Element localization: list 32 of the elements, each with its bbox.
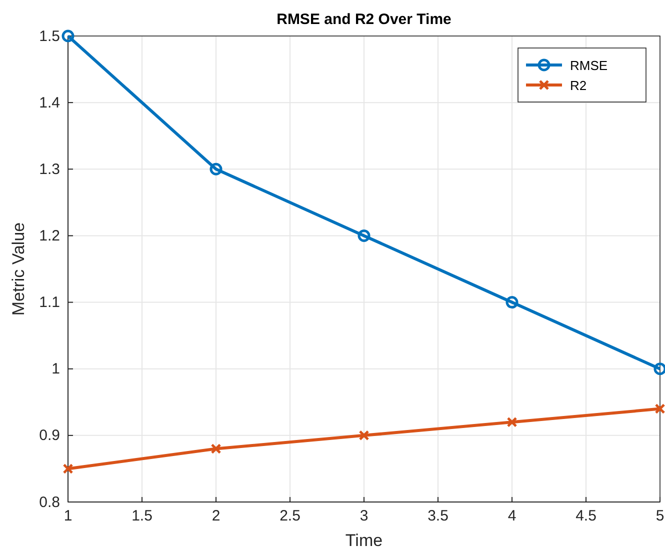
x-tick-label: 1 bbox=[64, 508, 72, 525]
y-tick-label: 1.4 bbox=[39, 94, 60, 112]
y-tick-label: 1.5 bbox=[39, 28, 60, 45]
y-tick-label: 1.2 bbox=[39, 228, 60, 245]
y-axis-title: Metric Value bbox=[9, 222, 28, 316]
point bbox=[358, 430, 370, 441]
point bbox=[654, 404, 665, 414]
chart-title: RMSE and R2 Over Time bbox=[276, 11, 452, 28]
x-tick-label: 3 bbox=[360, 508, 368, 525]
y-tick-label: 1.1 bbox=[39, 294, 60, 312]
x-tick-label: 2.5 bbox=[280, 508, 300, 525]
x-tick-label: 3.5 bbox=[428, 508, 448, 525]
y-tick-label: 1.3 bbox=[39, 160, 60, 178]
x-tick-label: 5 bbox=[656, 508, 664, 525]
point bbox=[62, 30, 74, 42]
point bbox=[62, 463, 74, 474]
y-tick-label: 1 bbox=[52, 360, 60, 378]
x-axis-title: Time bbox=[345, 531, 383, 550]
x-tick-label: 1.5 bbox=[132, 508, 152, 525]
point bbox=[210, 443, 222, 454]
y-tick-label: 0.9 bbox=[39, 427, 60, 444]
point bbox=[506, 296, 518, 309]
x-tick-label: 2 bbox=[212, 508, 220, 525]
point bbox=[210, 162, 222, 176]
point bbox=[358, 229, 370, 242]
legend-label: R2 bbox=[570, 78, 587, 93]
y-tick-label: 0.8 bbox=[39, 494, 60, 511]
point bbox=[506, 416, 518, 428]
x-tick-label: 4 bbox=[508, 508, 516, 525]
x-tick-label: 4.5 bbox=[576, 508, 596, 525]
point bbox=[654, 362, 665, 376]
legend-label: RMSE bbox=[570, 58, 608, 73]
